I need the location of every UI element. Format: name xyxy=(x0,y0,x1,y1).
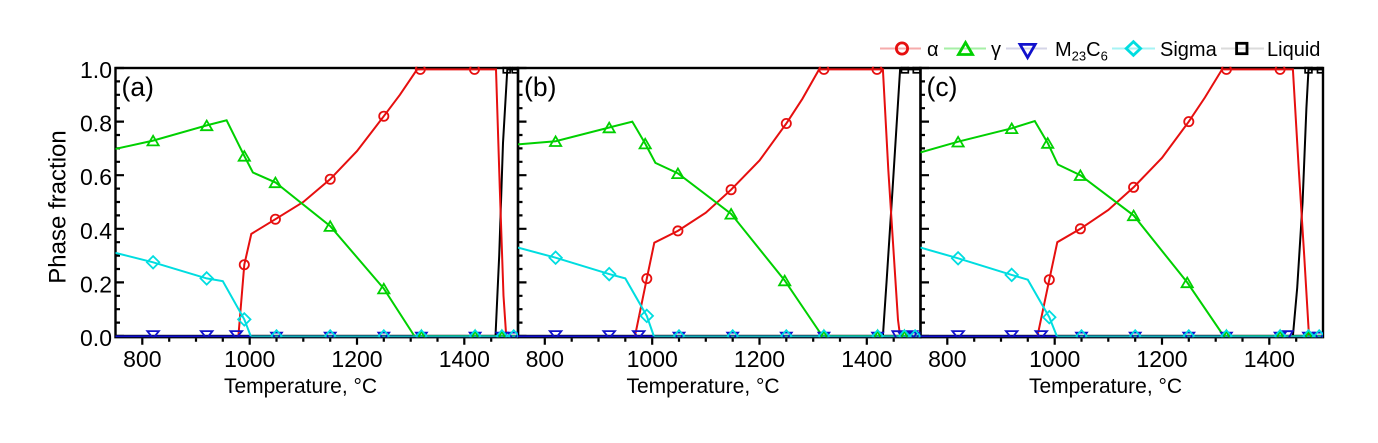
svg-text:Liquid: Liquid xyxy=(1267,39,1320,61)
svg-text:1400: 1400 xyxy=(1244,346,1295,372)
svg-text:α: α xyxy=(927,39,939,61)
svg-text:800: 800 xyxy=(526,346,564,372)
svg-text:Sigma: Sigma xyxy=(1160,39,1218,61)
svg-text:(a): (a) xyxy=(122,72,154,102)
svg-text:1000: 1000 xyxy=(224,346,275,372)
svg-text:0.8: 0.8 xyxy=(80,111,112,137)
svg-text:(c): (c) xyxy=(927,72,958,102)
svg-text:1200: 1200 xyxy=(1136,346,1187,372)
svg-text:1.0: 1.0 xyxy=(80,57,112,83)
svg-text:0.0: 0.0 xyxy=(80,325,112,351)
svg-text:1200: 1200 xyxy=(734,346,785,372)
svg-text:0.2: 0.2 xyxy=(80,271,112,297)
svg-text:1000: 1000 xyxy=(627,346,678,372)
svg-text:γ: γ xyxy=(991,39,1001,61)
svg-text:800: 800 xyxy=(928,346,966,372)
svg-text:Temperature, °C: Temperature, °C xyxy=(224,375,377,398)
svg-text:1400: 1400 xyxy=(841,346,892,372)
svg-text:1000: 1000 xyxy=(1029,346,1080,372)
svg-text:0.6: 0.6 xyxy=(80,164,112,190)
svg-text:1400: 1400 xyxy=(439,346,490,372)
svg-text:1200: 1200 xyxy=(331,346,382,372)
svg-text:Temperature, °C: Temperature, °C xyxy=(1029,375,1182,398)
svg-text:800: 800 xyxy=(123,346,161,372)
svg-text:(b): (b) xyxy=(524,72,556,102)
svg-text:0.4: 0.4 xyxy=(80,218,112,244)
svg-text:Temperature, °C: Temperature, °C xyxy=(626,375,779,398)
svg-text:Phase fraction: Phase fraction xyxy=(45,130,72,283)
